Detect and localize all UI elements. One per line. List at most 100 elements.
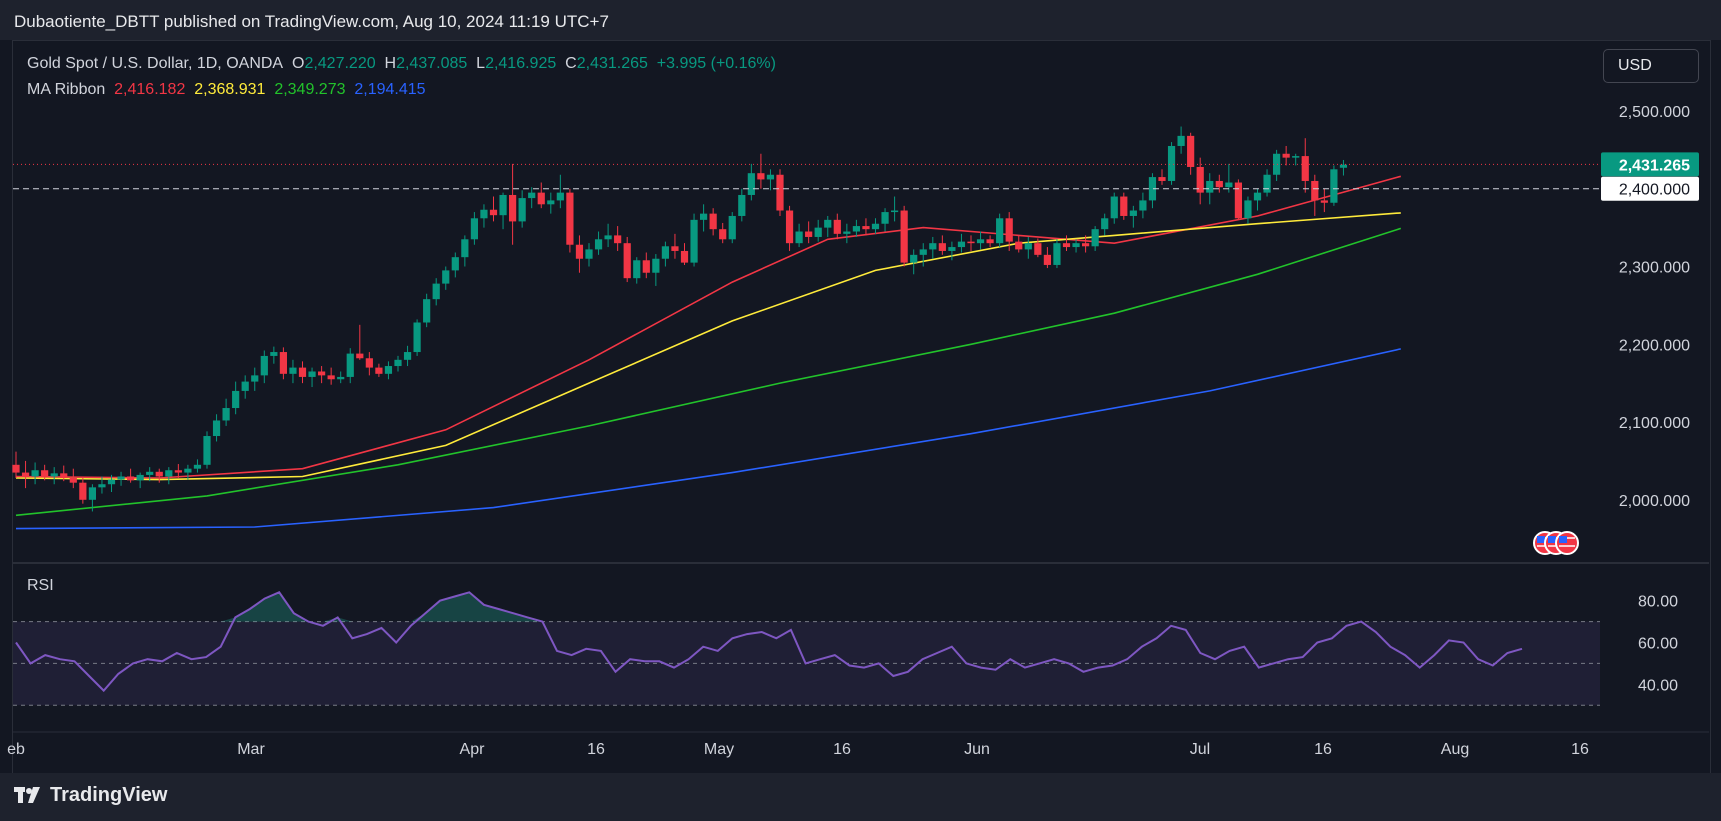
candle-body [88, 487, 96, 500]
ma-ribbon-legend: MA Ribbon 2,416.182 2,368.931 2,349.273 … [27, 81, 426, 99]
header-bar [0, 0, 1721, 40]
us-flag-icon [1555, 531, 1579, 555]
candle-body [356, 353, 364, 359]
candle-body [117, 476, 125, 480]
candle-body [1139, 200, 1147, 211]
candle-body [919, 249, 927, 255]
candle-body [318, 371, 326, 376]
candle [1234, 179, 1242, 220]
candle-body [1339, 164, 1348, 168]
candle [547, 192, 555, 214]
candle [929, 236, 937, 259]
tradingview-logo[interactable]: TradingView [14, 784, 167, 807]
candle [12, 451, 20, 479]
candle-body [1263, 174, 1271, 193]
candle-body [60, 473, 68, 479]
candle-body [127, 476, 135, 481]
price-tick-label: 2,300.000 [1619, 260, 1690, 277]
ma-ribbon-label: MA Ribbon [27, 81, 106, 98]
candle [700, 204, 708, 232]
candle-body [1206, 180, 1214, 193]
ma2-value: 2,368.931 [194, 81, 266, 98]
candle [127, 468, 135, 483]
tradingview-brand: TradingView [50, 784, 168, 806]
candle [375, 363, 383, 377]
candle-body [384, 366, 393, 374]
candle-body [929, 243, 937, 250]
candle [1101, 213, 1109, 236]
candle-body [1005, 218, 1013, 242]
candle [690, 213, 698, 267]
candle [260, 350, 268, 384]
candle-body [938, 243, 946, 251]
ma-line-1 [15, 175, 1402, 479]
candle [98, 476, 106, 494]
candle-body [795, 231, 803, 244]
candle [165, 467, 173, 485]
candle [566, 188, 574, 253]
candle-body [623, 243, 631, 279]
candle [986, 235, 994, 248]
currency-button[interactable]: USD [1603, 49, 1699, 83]
candle-body [566, 192, 574, 245]
candle-body [1244, 200, 1252, 219]
candle-body [432, 283, 440, 300]
candle [1024, 236, 1032, 259]
candle-body [308, 371, 316, 377]
time-tick-label: Mar [237, 741, 265, 758]
candle-body [862, 226, 870, 230]
time-tick-label: 16 [587, 741, 605, 758]
candle [766, 169, 775, 191]
candle-body [528, 192, 536, 199]
candle-body [1024, 243, 1032, 250]
candle [184, 464, 192, 480]
alert-level-badge: 2,400.000 [1601, 176, 1699, 201]
candle-body [957, 241, 966, 248]
candle-body [1034, 243, 1042, 255]
candle [356, 324, 364, 360]
candle [461, 235, 469, 267]
flag-canton [1548, 536, 1556, 543]
candle-body [728, 215, 736, 240]
price-tick-label: 2,200.000 [1619, 337, 1690, 354]
high-key: H [384, 55, 397, 72]
candle-body [279, 352, 287, 374]
candle-body [98, 484, 106, 488]
candle-body [1120, 196, 1128, 216]
candle [1330, 165, 1338, 206]
candle-body [1110, 196, 1118, 219]
candle-body [680, 250, 689, 263]
candle [1167, 142, 1176, 185]
candle [403, 345, 412, 367]
time-tick-label: 16 [1314, 741, 1332, 758]
candle [967, 235, 975, 251]
candle-body [967, 241, 975, 244]
candle-body [298, 367, 307, 377]
candle [910, 249, 918, 275]
candle [69, 468, 77, 489]
candle [212, 414, 221, 442]
candle-body [203, 436, 211, 465]
candle-body [212, 420, 221, 437]
candle [499, 192, 507, 230]
candle-body [757, 173, 765, 180]
candle-body [423, 299, 431, 323]
candle [1263, 169, 1271, 197]
candle [470, 212, 478, 245]
candle-body [232, 390, 240, 409]
candle-body [1167, 145, 1176, 181]
candle-body [518, 198, 526, 222]
candle [919, 243, 927, 267]
candle-body [1148, 177, 1157, 201]
candle [232, 381, 240, 415]
candle-body [499, 194, 507, 216]
flag-canton [1559, 536, 1567, 543]
candle-body [1301, 156, 1309, 181]
candle [79, 476, 87, 504]
candle [556, 174, 564, 209]
candle-body [222, 408, 230, 421]
chart-frame[interactable] [12, 40, 1711, 774]
candle [680, 243, 689, 265]
candle-body [575, 244, 584, 259]
